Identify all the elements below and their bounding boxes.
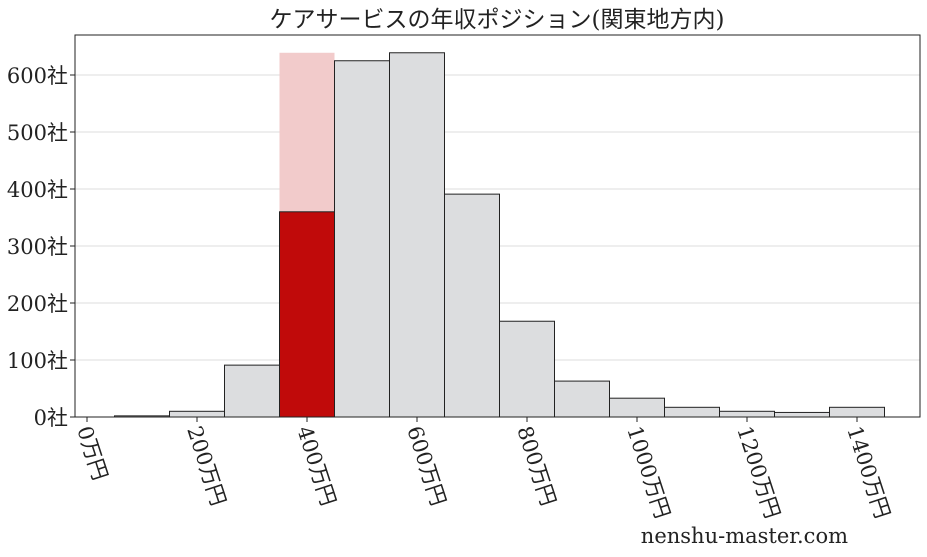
histogram-bar: [334, 60, 390, 418]
histogram-bar: [774, 411, 830, 418]
histogram-bar: [554, 380, 610, 418]
x-tick-label: 400万円: [292, 423, 340, 508]
y-tick-label: 400社: [7, 178, 68, 202]
watermark: nenshu-master.com: [641, 524, 848, 548]
y-tick-label: 0社: [34, 406, 68, 430]
histogram-bar: [389, 52, 445, 418]
y-tick-label: 100社: [7, 349, 68, 373]
histogram-bar: [499, 320, 555, 418]
x-tick-label: 800万円: [512, 423, 560, 508]
histogram-bar: [664, 406, 720, 418]
x-tick-label: 0万円: [72, 423, 112, 483]
x-tick-label: 1000万円: [622, 423, 674, 521]
chart-title: ケアサービスの年収ポジション(関東地方内): [270, 7, 725, 33]
x-tick-label: 1200万円: [732, 423, 784, 521]
plot-frame: [74, 34, 921, 418]
histogram-bar: [169, 410, 225, 418]
histogram-bar: [444, 193, 500, 418]
y-tick-label: 500社: [7, 121, 68, 145]
histogram-bar: [609, 397, 665, 418]
x-tick-label: 1400万円: [842, 423, 894, 521]
y-tick-label: 200社: [7, 292, 68, 316]
y-tick-label: 600社: [7, 64, 68, 88]
highlight-bar: [279, 211, 335, 418]
x-tick-label: 200万円: [182, 423, 230, 508]
histogram-bar: [719, 410, 775, 418]
histogram-bar: [224, 364, 280, 418]
histogram-bar: [829, 406, 885, 418]
x-tick-label: 600万円: [402, 423, 450, 508]
y-tick-label: 300社: [7, 235, 68, 259]
